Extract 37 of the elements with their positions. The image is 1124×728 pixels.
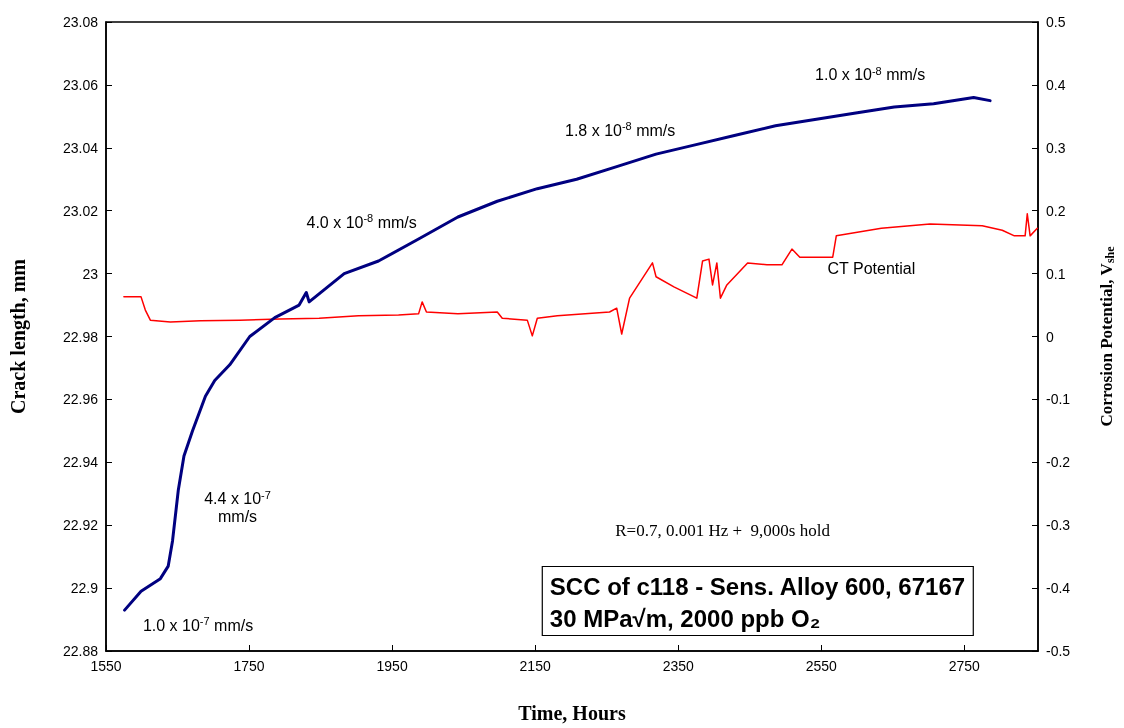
y-tick-label: 22.94: [62, 454, 99, 471]
y-tick-label: 23.06: [62, 76, 99, 93]
y2-tick-label: 0.1: [1046, 265, 1066, 282]
y-tick-label: 23.08: [62, 14, 99, 30]
text: SCC of c118 - Sens. Alloy 600, 67167: [549, 572, 966, 600]
y2-tick-label: -0.5: [1046, 643, 1071, 659]
y-tick-label: 22.98: [62, 328, 99, 345]
y2-tick-label: 0.4: [1046, 76, 1066, 93]
y-tick-label: 23: [82, 265, 99, 282]
x-axis-title: Time, Hours: [518, 702, 626, 724]
x-tick-label: 1550: [90, 658, 122, 674]
x-tick-label: 2350: [662, 658, 694, 674]
y-tick-label: 23.02: [62, 202, 99, 219]
y2-axis-title: Corrosion Potential, Vshe: [1096, 245, 1117, 427]
y-tick-label: 23.04: [62, 139, 99, 156]
y-tick-label: 22.92: [62, 517, 99, 534]
y2-tick-label: 0.5: [1046, 14, 1066, 30]
y-tick-label: 22.96: [62, 391, 99, 408]
y2-tick-label: 0.2: [1046, 202, 1066, 219]
y2-tick-label: -0.1: [1046, 391, 1071, 408]
y-axis-title: Crack length, mm: [7, 258, 30, 414]
y2-tick-label: -0.2: [1046, 454, 1071, 471]
y2-tick-label: -0.3: [1046, 517, 1071, 534]
y2-tick-label: 0: [1046, 328, 1054, 345]
text: 30 MPa√m, 2000 ppb O₂: [549, 604, 821, 632]
y2-tick-label: -0.4: [1046, 580, 1071, 597]
x-tick-label: 2550: [805, 658, 838, 674]
x-tick-label: 1750: [233, 658, 265, 674]
annotation: R=0.7, 0.001 Hz + 9,000s hold: [615, 520, 831, 540]
x-tick-label: 1950: [376, 658, 408, 674]
x-tick-label: 2750: [948, 658, 981, 674]
y-tick-label: 22.9: [70, 580, 99, 597]
series-label: CT Potential: [827, 259, 916, 277]
y-tick-label: 22.88: [62, 643, 99, 659]
line-series: [123, 213, 1039, 337]
y2-tick-label: 0.3: [1046, 139, 1066, 156]
x-tick-label: 2150: [519, 658, 551, 674]
